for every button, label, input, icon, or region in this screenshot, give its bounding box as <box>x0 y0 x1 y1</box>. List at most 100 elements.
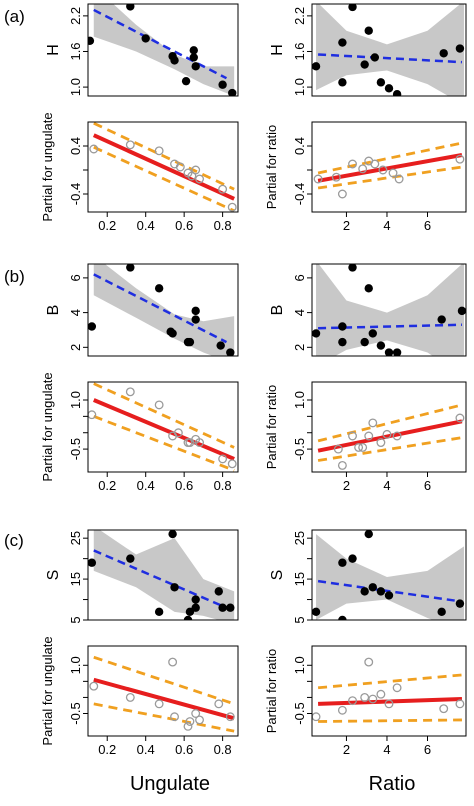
plot-c-top-ratio-plot-area <box>312 530 465 620</box>
data-point <box>384 348 394 356</box>
ci-lower-line <box>317 436 463 462</box>
plot-frame <box>87 263 239 357</box>
fit-line <box>317 579 463 603</box>
data-point <box>216 341 225 350</box>
data-point <box>173 428 183 438</box>
data-point <box>455 413 465 423</box>
plot-a-top-ungulate-plot-area <box>88 4 237 96</box>
data-point <box>376 587 386 596</box>
y-tick-label: 5 <box>292 616 307 623</box>
data-point <box>125 692 135 702</box>
y-tick-label: 2 <box>68 344 83 351</box>
x-tick-label: 2 <box>343 478 350 493</box>
data-point <box>439 704 449 714</box>
ci-upper-line <box>317 673 463 690</box>
data-point <box>337 461 347 470</box>
data-point <box>376 689 386 699</box>
confidence-band <box>316 534 464 620</box>
ci-lower-line <box>93 145 235 212</box>
ci-lower-line <box>93 415 235 472</box>
data-point <box>439 49 448 58</box>
data-point <box>457 306 466 316</box>
data-point <box>337 189 347 199</box>
data-point <box>191 62 200 71</box>
y-axis-label: Partial for ratio <box>264 125 279 210</box>
panel-label-a: (a) <box>4 7 25 26</box>
y-tick-label: 0.4 <box>68 137 83 155</box>
data-point <box>228 88 237 96</box>
data-point <box>214 699 224 709</box>
plot-frame <box>311 645 467 737</box>
data-point <box>185 717 195 726</box>
data-point <box>384 591 394 600</box>
x-tick-label: 0.2 <box>98 742 116 757</box>
data-point <box>348 431 357 441</box>
plot-c-bottom-ratio-plot-area <box>312 657 465 723</box>
data-point <box>218 603 227 612</box>
data-point <box>360 337 369 347</box>
data-point <box>226 603 235 612</box>
data-point <box>312 607 321 617</box>
data-point <box>183 721 193 731</box>
data-point <box>154 146 164 156</box>
plot-frame <box>311 529 467 621</box>
fit-line <box>93 8 228 80</box>
y-tick-label: 1.0 <box>68 656 83 674</box>
data-point <box>360 587 369 596</box>
data-point <box>360 692 370 702</box>
data-point <box>191 306 200 316</box>
y-tick-label: 2 <box>292 344 307 351</box>
y-axis-label: B <box>269 305 286 316</box>
y-axis-label: Partial for ungulate <box>40 636 55 745</box>
data-point <box>183 615 193 620</box>
ci-upper-line <box>317 403 463 443</box>
x-tick-label: 0.6 <box>175 478 193 493</box>
fit-line <box>317 153 463 183</box>
data-point <box>168 657 178 667</box>
data-point <box>338 558 347 567</box>
plot-b-top-ungulate-plot-area <box>88 264 235 356</box>
data-point <box>214 587 223 596</box>
x-tick-label: 0.6 <box>175 218 193 233</box>
data-point <box>370 53 380 62</box>
y-tick-label: 1.0 <box>68 78 83 96</box>
data-point <box>170 56 179 65</box>
data-point <box>89 681 99 691</box>
y-axis-label: Partial for ungulate <box>40 372 55 481</box>
data-point <box>338 337 347 347</box>
data-point <box>195 438 204 447</box>
panel-label-c: (c) <box>4 531 24 550</box>
x-tick-label: 2 <box>343 742 350 757</box>
plot-frame <box>311 263 467 357</box>
fit-line <box>92 398 235 461</box>
plot-c-bottom-ratio: -0.5 1.0 Partial for ratio 2 4 6 <box>264 645 467 757</box>
data-point <box>364 431 374 441</box>
y-tick-label: 15 <box>292 572 307 586</box>
plot-c-top-ratio: 5 15 25 S <box>269 529 467 624</box>
data-point <box>368 329 377 338</box>
fit-line <box>93 549 227 609</box>
data-point <box>368 694 378 704</box>
data-point <box>170 583 179 592</box>
data-point <box>378 165 388 175</box>
data-point <box>392 431 402 441</box>
data-point <box>455 599 465 608</box>
data-point <box>126 554 135 563</box>
x-tick-label: 4 <box>383 218 390 233</box>
data-point <box>191 165 201 175</box>
data-point <box>331 172 341 182</box>
plot-b-top-ratio: 2 4 6 B <box>269 263 467 357</box>
plot-a-top-ratio-plot-area <box>312 4 465 96</box>
plot-b-bottom-ungulate: -0.5 1.0 Partial for ungulate 0.2 0.4 0.6 0.8 <box>40 372 239 493</box>
data-point <box>175 162 185 172</box>
ci-upper-line <box>93 655 235 706</box>
x-tick-label: 2 <box>343 218 350 233</box>
data-point <box>376 438 386 447</box>
confidence-band <box>93 4 235 96</box>
y-tick-label: 6 <box>292 274 307 281</box>
x-tick-label: 0.8 <box>214 218 232 233</box>
data-point <box>338 38 347 47</box>
y-tick-label: 25 <box>292 531 307 545</box>
data-point <box>141 34 150 43</box>
plot-b-top-ungulate: 2 4 6 B <box>45 263 239 357</box>
